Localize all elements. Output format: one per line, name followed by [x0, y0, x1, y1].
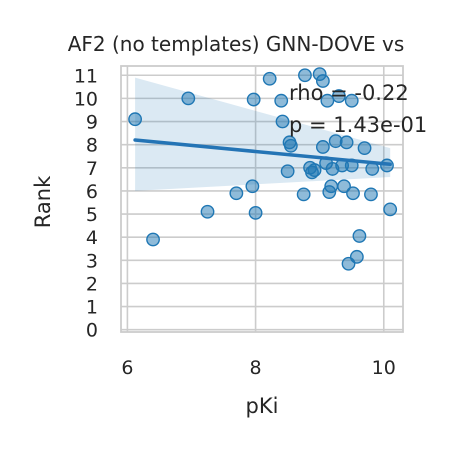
data-point	[146, 232, 160, 247]
y-tick-label: 4	[86, 227, 98, 249]
data-point	[349, 249, 364, 264]
y-tick-label: 0	[86, 320, 98, 342]
x-tick-label: 6	[121, 357, 133, 379]
y-axis-label: Rank	[31, 175, 55, 228]
plot-frame-layer	[120, 65, 404, 333]
y-tick-label: 10	[74, 88, 98, 110]
data-point	[337, 179, 351, 194]
data-point	[352, 229, 367, 243]
data-point	[248, 205, 263, 220]
data-point	[128, 112, 143, 127]
data-point	[320, 93, 335, 108]
data-point	[200, 204, 215, 219]
regression-line	[133, 138, 392, 167]
y-tick-label: 7	[86, 158, 98, 180]
y-tick-label: 6	[86, 181, 98, 203]
data-point	[364, 187, 378, 202]
data-point	[315, 74, 330, 88]
p-value-annotation: p = 1.43e-01	[289, 113, 427, 137]
data-point	[307, 163, 322, 177]
data-point	[283, 138, 298, 153]
data-point	[298, 68, 312, 83]
rho-annotation: rho = -0.22	[289, 81, 409, 105]
data-point	[181, 91, 196, 106]
data-point	[262, 71, 277, 86]
chart-title: AF2 (no templates) GNN-DOVE vs	[68, 32, 405, 56]
data-point	[315, 140, 330, 154]
plot-frame	[120, 65, 404, 333]
data-point	[246, 92, 261, 107]
y-tick-label: 11	[74, 65, 98, 87]
data-point	[245, 179, 260, 194]
y-tick-label: 1	[86, 297, 98, 319]
data-point	[274, 93, 289, 108]
data-point	[344, 93, 359, 108]
data-point	[357, 141, 372, 156]
y-tick-label: 2	[86, 273, 98, 295]
data-point	[280, 164, 295, 179]
data-point	[296, 187, 311, 202]
x-tick-labels: 6 8 10	[121, 357, 396, 379]
data-point	[324, 179, 339, 194]
data-point	[346, 186, 360, 201]
x-axis-label: pKi	[246, 394, 279, 418]
data-point	[275, 114, 290, 129]
x-tick-label: 10	[372, 357, 396, 379]
data-point	[229, 186, 244, 201]
y-tick-label: 3	[86, 250, 98, 272]
data-point	[383, 202, 398, 217]
regression-line-layer	[133, 138, 392, 167]
data-point	[332, 89, 346, 103]
y-tick-label: 8	[86, 135, 98, 157]
y-tick-label: 5	[86, 204, 98, 226]
data-point	[339, 135, 354, 150]
y-tick-label: 9	[86, 112, 98, 134]
x-tick-label: 8	[250, 357, 262, 379]
